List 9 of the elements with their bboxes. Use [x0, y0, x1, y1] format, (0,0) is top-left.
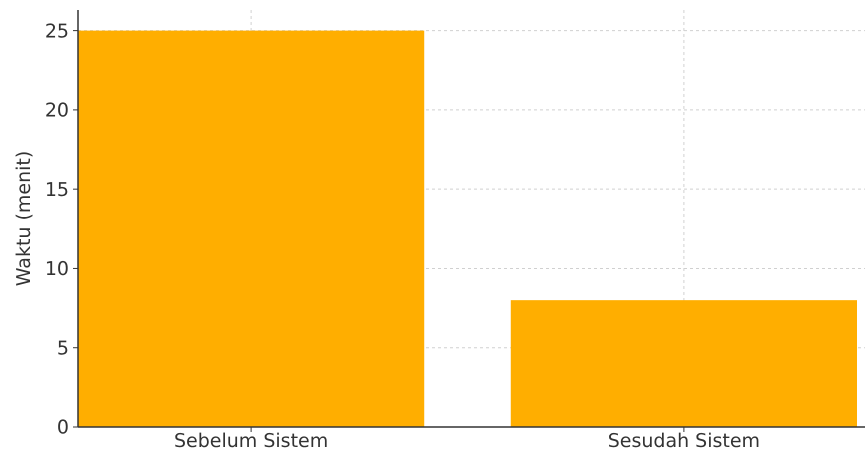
- x-tick-label: Sesudah Sistem: [608, 430, 760, 452]
- x-tick-label: Sebelum Sistem: [174, 430, 328, 452]
- y-tick-label: 0: [56, 416, 69, 439]
- y-tick-label: 5: [56, 337, 69, 360]
- y-tick-label: 10: [44, 258, 69, 280]
- y-tick-label: 25: [44, 20, 69, 42]
- y-tick-label: 20: [44, 100, 69, 122]
- y-axis-title: Waktu (menit): [13, 150, 35, 286]
- y-tick-label: 15: [44, 178, 69, 201]
